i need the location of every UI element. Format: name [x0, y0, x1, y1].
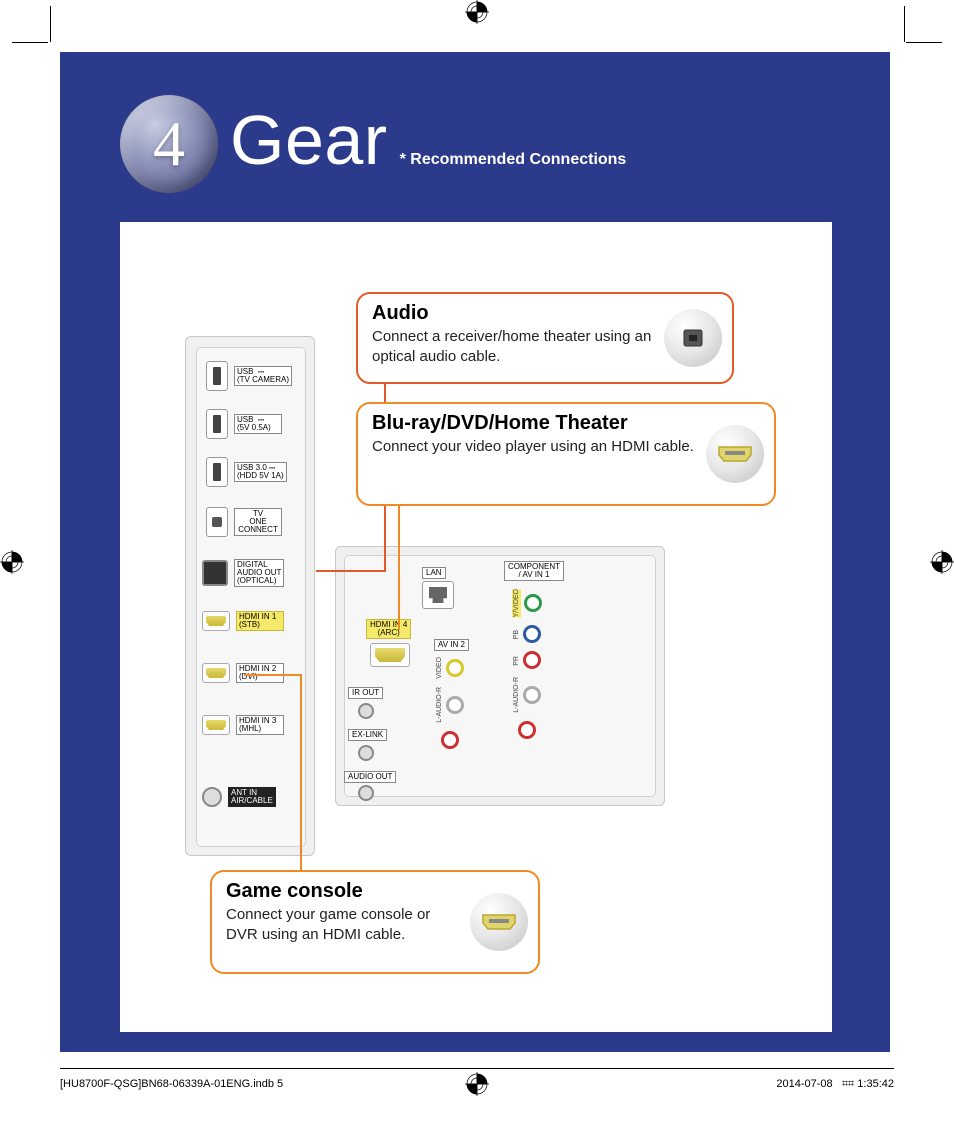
right-port-panel: LAN HDMI IN 4 (ARC) IR OUT EX-LINK AUDIO… — [335, 546, 665, 806]
callout-body: Connect your game console or DVR using a… — [226, 905, 458, 944]
port-hdmi-4 — [370, 643, 410, 667]
step-number: 4 — [153, 107, 185, 181]
label-irout: IR OUT — [348, 687, 383, 699]
connector-line — [316, 570, 386, 572]
crop-mark — [12, 42, 48, 43]
port-hdmi-1: HDMI IN 1 (STB) — [202, 611, 284, 631]
page-footer: [HU8700F-QSG]BN68-06339A-01ENG.indb 5 20… — [60, 1072, 894, 1091]
registration-mark-icon — [465, 0, 489, 24]
footer-filename: [HU8700F-QSG]BN68-06339A-01ENG.indb 5 — [60, 1078, 283, 1091]
port-audio-out — [358, 785, 374, 801]
optical-port-icon — [664, 309, 722, 367]
hdmi-port-icon — [706, 425, 764, 483]
callout-heading: Blu-ray/DVD/Home Theater — [372, 412, 694, 435]
page-title-row: Gear * Recommended Connections — [230, 100, 626, 180]
page: 4 Gear * Recommended Connections USB ⎓ (… — [0, 0, 954, 1123]
callout-heading: Audio — [372, 302, 652, 325]
label-avin2: AV IN 2 — [434, 639, 469, 651]
port-tv-one-connect: TV ONE CONNECT — [206, 507, 282, 537]
label-lan: LAN — [422, 567, 446, 579]
callout-heading: Game console — [226, 880, 458, 903]
footer-datetime: 2014-07-08 ⌗⌗ 1:35:42 — [776, 1078, 894, 1091]
port-component-stack: Y/VIDEO PB PR L-AUDIO-R — [512, 589, 542, 739]
port-lan — [422, 581, 454, 609]
registration-mark-icon — [930, 550, 954, 574]
label-audioout: AUDIO OUT — [344, 771, 396, 783]
callout-game: Game console Connect your game console o… — [210, 870, 540, 974]
port-usb3: USB 3.0 ⎓ (HDD 5V 1A) — [206, 457, 287, 487]
port-avin2-stack: VIDEO L-AUDIO-R — [436, 657, 464, 749]
page-subtitle: * Recommended Connections — [400, 151, 627, 169]
connector-line — [398, 506, 400, 630]
crop-mark — [906, 42, 942, 43]
port-usb-5v05a: USB ⎓ (5V 0.5A) — [206, 409, 282, 439]
callout-audio: Audio Connect a receiver/home theater us… — [356, 292, 734, 384]
connector-line — [300, 674, 302, 870]
page-title: Gear — [230, 100, 388, 180]
registration-mark-icon — [0, 550, 24, 574]
hdmi-port-icon — [470, 893, 528, 951]
connector-line — [244, 674, 302, 676]
callout-body: Connect a receiver/home theater using an… — [372, 327, 652, 366]
label-component: COMPONENT / AV IN 1 — [504, 561, 564, 581]
label-exlink: EX-LINK — [348, 729, 387, 741]
port-ant-in: ANT IN AIR/CABLE — [202, 787, 276, 807]
callout-body: Connect your video player using an HDMI … — [372, 437, 694, 457]
crop-mark — [904, 6, 905, 42]
port-hdmi-3: HDMI IN 3 (MHL) — [202, 715, 284, 735]
port-ex-link — [358, 745, 374, 761]
crop-mark — [50, 6, 51, 42]
port-digital-audio-out: DIGITAL AUDIO OUT (OPTICAL) — [202, 559, 284, 587]
port-ir-out — [358, 703, 374, 719]
port-usb-tvcamera: USB ⎓ (TV CAMERA) — [206, 361, 292, 391]
callout-bluray: Blu-ray/DVD/Home Theater Connect your vi… — [356, 402, 776, 506]
port-hdmi-2: HDMI IN 2 (DVI) — [202, 663, 284, 683]
label-hdmi4: HDMI IN 4 (ARC) — [366, 619, 411, 639]
left-port-panel: USB ⎓ (TV CAMERA) USB ⎓ (5V 0.5A) USB 3.… — [185, 336, 315, 856]
step-badge: 4 — [120, 95, 218, 193]
footer-rule — [60, 1068, 894, 1069]
